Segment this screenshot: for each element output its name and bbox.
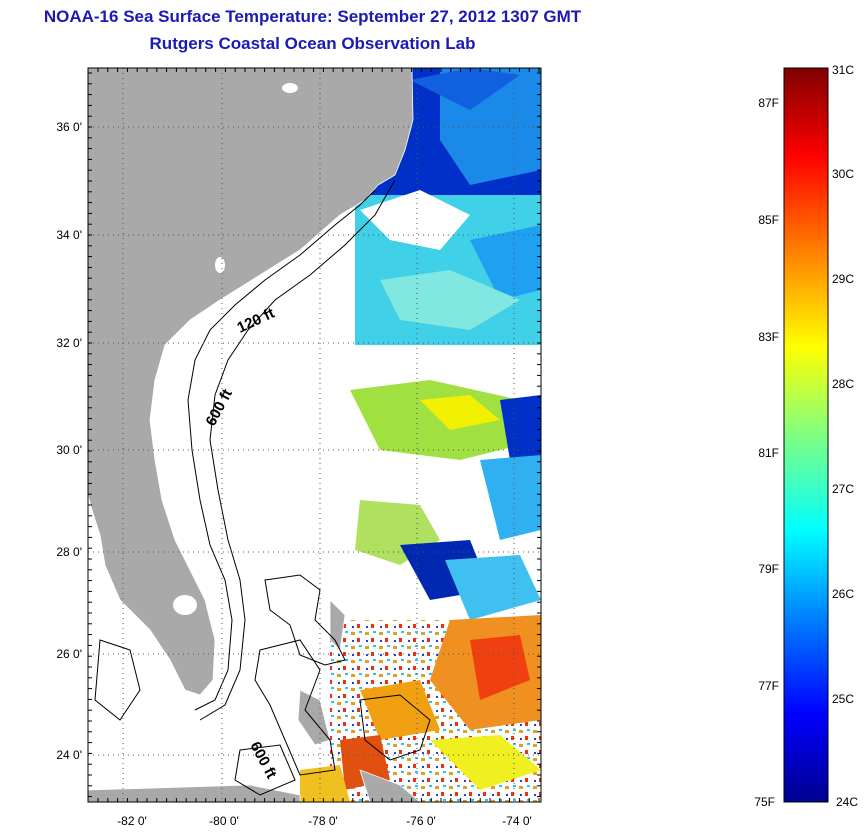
sst-data-layer: [300, 68, 541, 802]
cb-label-30c: 30C: [832, 167, 854, 181]
lon-label-80: -80 0': [209, 814, 239, 828]
cb-label-27c: 27C: [832, 482, 854, 496]
axis-ticks: [88, 68, 541, 802]
cb-label-31c: 31C: [832, 63, 854, 77]
lon-label-76: -76 0': [406, 814, 436, 828]
cb-label-28c: 28C: [832, 377, 854, 391]
cb-label-29c: 29C: [832, 272, 854, 286]
lat-label-24: 24 0': [56, 748, 82, 762]
lat-label-34: 34 0': [56, 228, 82, 242]
lat-label-30: 30 0': [56, 443, 82, 457]
cb-label-87f: 87F: [758, 96, 779, 110]
lon-label-78: -78 0': [308, 814, 338, 828]
lat-label-26: 26 0': [56, 647, 82, 661]
lat-label-36: 36 0': [56, 120, 82, 134]
lat-lon-grid: [88, 68, 541, 802]
map-subtitle: Rutgers Coastal Ocean Observation Lab: [149, 34, 476, 53]
map-frame: [87, 67, 542, 803]
cb-label-75f: 75F: [754, 795, 775, 809]
longitude-axis: -82 0' -80 0' -78 0' -76 0' -74 0': [117, 814, 532, 828]
cb-label-25c: 25C: [832, 692, 854, 706]
temperature-colorbar: 31C 30C 29C 28C 27C 26C 25C 24C 87F 85F …: [754, 63, 858, 809]
lat-label-28: 28 0': [56, 545, 82, 559]
cb-label-26c: 26C: [832, 587, 854, 601]
latitude-axis: 36 0' 34 0' 32 0' 30 0' 28 0' 26 0' 24 0…: [56, 120, 82, 762]
colorbar-gradient: [783, 67, 829, 803]
land-mask: [88, 68, 421, 802]
map-title: NOAA-16 Sea Surface Temperature: Septemb…: [43, 7, 582, 26]
lon-label-74: -74 0': [502, 814, 532, 828]
cb-label-83f: 83F: [758, 330, 779, 344]
cb-label-85f: 85F: [758, 213, 779, 227]
lat-label-32: 32 0': [56, 336, 82, 350]
cb-label-79f: 79F: [758, 562, 779, 576]
cb-label-81f: 81F: [758, 446, 779, 460]
map-area: 120 ft 600 ft 600 ft: [88, 68, 541, 802]
lon-label-82: -82 0': [117, 814, 147, 828]
cb-label-77f: 77F: [758, 679, 779, 693]
cb-label-24c: 24C: [836, 795, 858, 809]
bathymetry-contours: [94, 179, 431, 796]
